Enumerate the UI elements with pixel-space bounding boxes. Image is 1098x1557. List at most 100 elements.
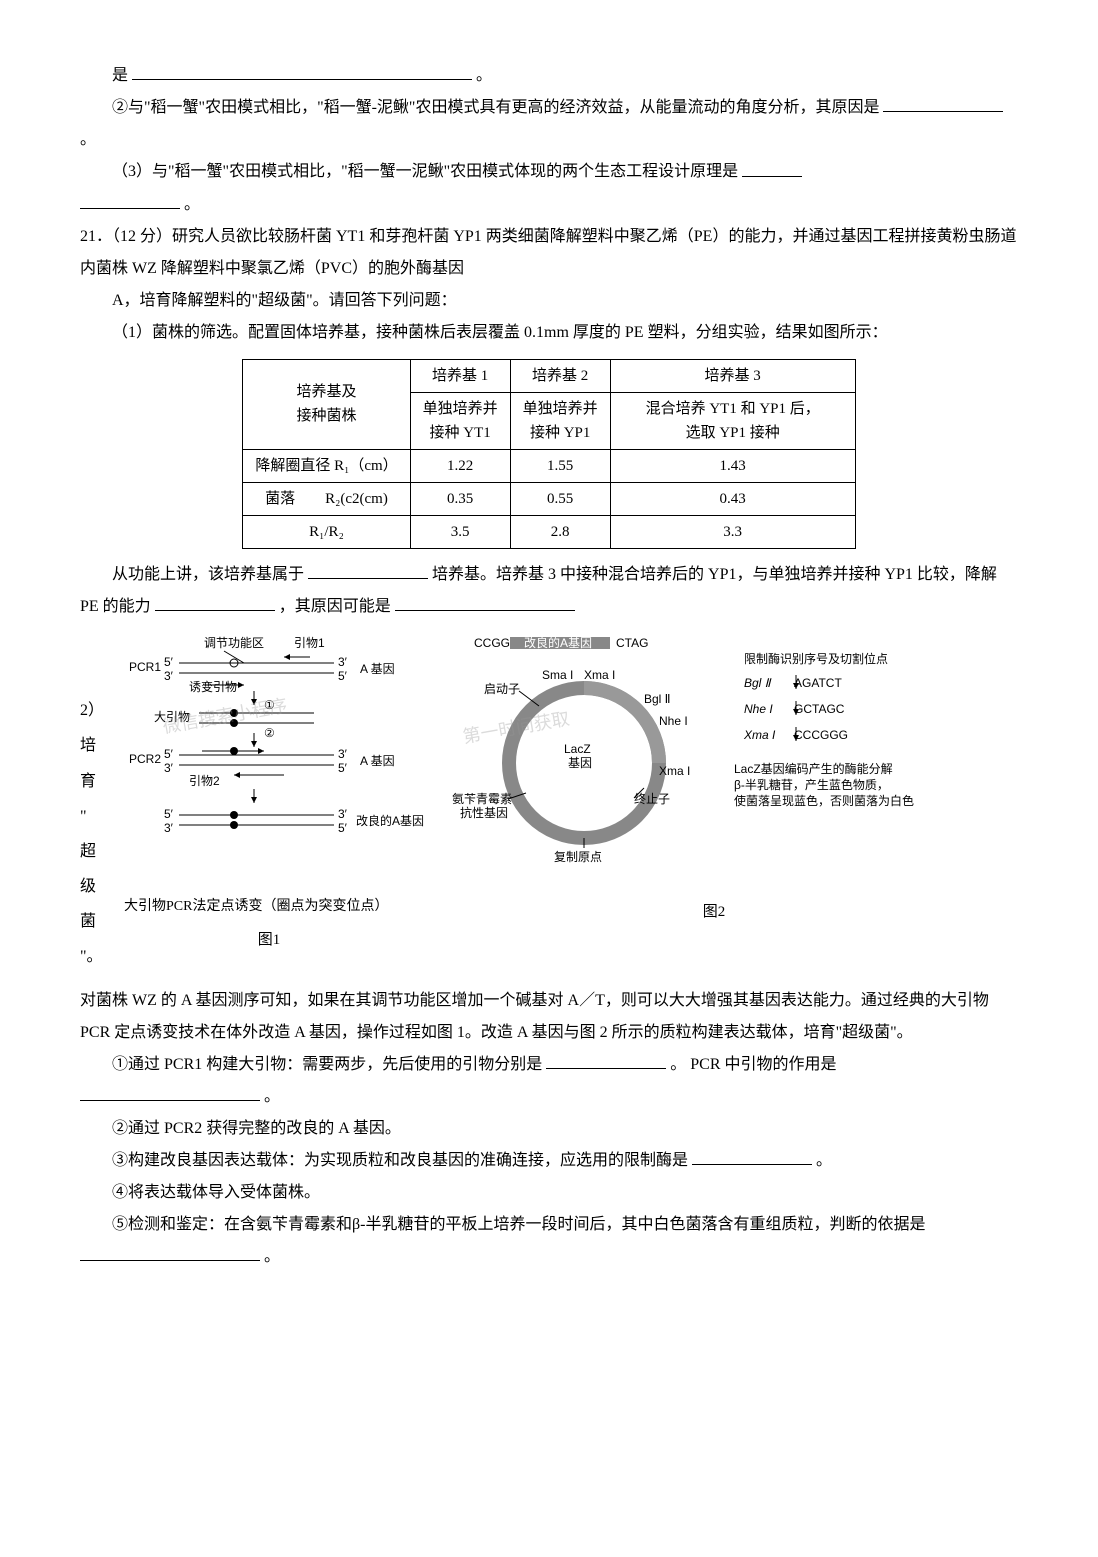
label: Xma I	[584, 668, 615, 682]
fig1-svg: 调节功能区 引物1 PCR1 5′ 3′ 3′ 5′ A 基因 诱变引物 大引物…	[114, 633, 424, 893]
header-main: 培养基及 接种菌株	[243, 359, 410, 449]
vchar: "	[80, 799, 104, 834]
text: 。	[80, 131, 96, 148]
col-header: 培养基 3	[610, 359, 855, 392]
sub-header: 混合培养 YT1 和 YP1 后， 选取 YP1 接种	[610, 392, 855, 449]
label: 3′	[338, 747, 348, 761]
label: PCR1	[129, 660, 161, 674]
vertical-left: 2） 培 育 " 超 级 菌 "。	[80, 633, 104, 975]
text: 。	[264, 1248, 280, 1265]
vchar: 超	[80, 834, 104, 869]
col-header: 培养基 1	[410, 359, 510, 392]
vchar: 育	[80, 764, 104, 799]
label: Xma I	[743, 728, 776, 742]
cell: 1.22	[410, 449, 510, 482]
label: Nhe I	[659, 714, 688, 728]
col-header: 培养基 2	[510, 359, 610, 392]
label: 5′	[338, 761, 348, 775]
row-label: 菌落 R₂(c2(cm)	[243, 482, 410, 515]
cell: 0.55	[510, 482, 610, 515]
sub-header: 单独培养并 接种 YP1	[510, 392, 610, 449]
sub-header: 单独培养并 接种 YT1	[410, 392, 510, 449]
cell: 2.8	[510, 515, 610, 548]
q20-line2: ②与"稻一蟹"农田模式相比，"稻一蟹-泥鳅"农田模式具有更高的经济效益，从能量流…	[80, 92, 1018, 156]
cell: 0.43	[610, 482, 855, 515]
blank[interactable]	[132, 60, 472, 80]
label: PCR2	[129, 752, 161, 766]
label: 5′	[164, 807, 174, 821]
q21-item4: ④将表达载体导入受体菌株。	[80, 1177, 1018, 1209]
text: 。	[184, 196, 200, 213]
label: 复制原点	[554, 850, 602, 864]
vchar: 级	[80, 869, 104, 904]
label: Nhe I	[744, 702, 773, 716]
label: 3′	[338, 807, 348, 821]
label: AGATCT	[794, 676, 842, 690]
table-row: R₁/R₂ 3.5 2.8 3.3	[243, 515, 855, 548]
blank[interactable]	[80, 189, 180, 209]
label: 改良的A基因	[524, 635, 592, 650]
text: ②与"稻一蟹"农田模式相比，"稻一蟹-泥鳅"农田模式具有更高的经济效益，从能量流…	[112, 99, 879, 116]
text: 。	[476, 67, 492, 84]
vchar: 菌	[80, 904, 104, 939]
label: Bgl Ⅱ	[644, 692, 671, 706]
bacteria-table: 培养基及 接种菌株 培养基 1 培养基 2 培养基 3 单独培养并 接种 YT1…	[242, 359, 855, 549]
q21-item5: ⑤检测和鉴定：在含氨苄青霉素和β-半乳糖苷的平板上培养一段时间后，其中白色菌落含…	[80, 1209, 1018, 1273]
blank[interactable]	[692, 1145, 812, 1165]
label: CTAG	[616, 636, 648, 650]
label: 使菌落呈现蓝色，否则菌落为白色	[734, 793, 914, 808]
blank[interactable]	[742, 156, 802, 176]
row-label: R₁/R₂	[243, 515, 410, 548]
fig2-svg: CCGG 改良的A基因 CTAG 启动子 Sma I Xma I Bgl Ⅱ N…	[434, 633, 994, 893]
vchar: 培	[80, 728, 104, 763]
label: 引物2	[189, 774, 220, 788]
label: Xma I	[659, 764, 690, 778]
blank[interactable]	[883, 92, 1003, 112]
label: 基因	[568, 756, 592, 770]
text: 从功能上讲，该培养基属于	[112, 566, 304, 583]
text: ，其原因可能是	[279, 598, 391, 615]
cell: 1.43	[610, 449, 855, 482]
text: （3）与"稻一蟹"农田模式相比，"稻一蟹一泥鳅"农田模式体现的两个生态工程设计原…	[112, 164, 738, 181]
q21-item3: ③构建改良基因表达载体：为实现质粒和改良基因的准确连接，应选用的限制酶是 。	[80, 1145, 1018, 1177]
blank[interactable]	[155, 591, 275, 611]
label: 3′	[164, 669, 174, 683]
figure-2: CCGG 改良的A基因 CTAG 启动子 Sma I Xma I Bgl Ⅱ N…	[434, 633, 994, 927]
label: Sma I	[542, 668, 573, 682]
blank[interactable]	[546, 1049, 666, 1069]
cell: 1.55	[510, 449, 610, 482]
label: ②	[264, 726, 275, 740]
blank[interactable]	[395, 591, 575, 611]
blank[interactable]	[308, 559, 428, 579]
label: 诱变引物	[189, 679, 237, 694]
q21-after-fig: 对菌株 WZ 的 A 基因测序可知，如果在其调节功能区增加一个碱基对 A／T，则…	[80, 985, 1018, 1049]
text: ①通过 PCR1 构建大引物：需要两步，先后使用的引物分别是	[112, 1056, 542, 1073]
label: β-半乳糖苷，产生蓝色物质，	[734, 777, 889, 792]
vchar: "。	[80, 939, 104, 974]
vchar: 2）	[80, 693, 104, 728]
label: 引物1	[294, 636, 325, 650]
q21-head: 21．（12 分）研究人员欲比较肠杆菌 YT1 和芽孢杆菌 YP1 两类细菌降解…	[80, 221, 1018, 285]
q21-item2: ②通过 PCR2 获得完整的改良的 A 基因。	[80, 1113, 1018, 1145]
label: 5′	[338, 821, 348, 835]
label: 5′	[164, 655, 174, 669]
blank[interactable]	[80, 1081, 260, 1101]
label: 启动子	[484, 682, 520, 696]
text: ⑤检测和鉴定：在含氨苄青霉素和β-半乳糖苷的平板上培养一段时间后，其中白色菌落含…	[112, 1216, 925, 1233]
q20-line3: （3）与"稻一蟹"农田模式相比，"稻一蟹一泥鳅"农田模式体现的两个生态工程设计原…	[80, 156, 1018, 188]
blank[interactable]	[80, 1241, 260, 1261]
q21-A: A，培育降解塑料的"超级菌"。请回答下列问题：	[80, 285, 1018, 317]
label: 氨苄青霉素	[452, 792, 512, 806]
cell: 0.35	[410, 482, 510, 515]
label: A 基因	[360, 754, 395, 768]
label: 3′	[338, 655, 348, 669]
q21-item1-cont: 。	[80, 1081, 1018, 1113]
table-row: 菌落 R₂(c2(cm) 0.35 0.55 0.43	[243, 482, 855, 515]
label: LacZ	[564, 742, 591, 756]
q20-line4: 。	[80, 189, 1018, 221]
fig1-caption: 图1	[114, 925, 424, 955]
label: GCTAGC	[794, 702, 845, 716]
q20-blank-line1: 是 。	[80, 60, 1018, 92]
label: 限制酶识别序号及切割位点	[744, 651, 888, 666]
text: 。 PCR 中引物的作用是	[670, 1056, 836, 1073]
